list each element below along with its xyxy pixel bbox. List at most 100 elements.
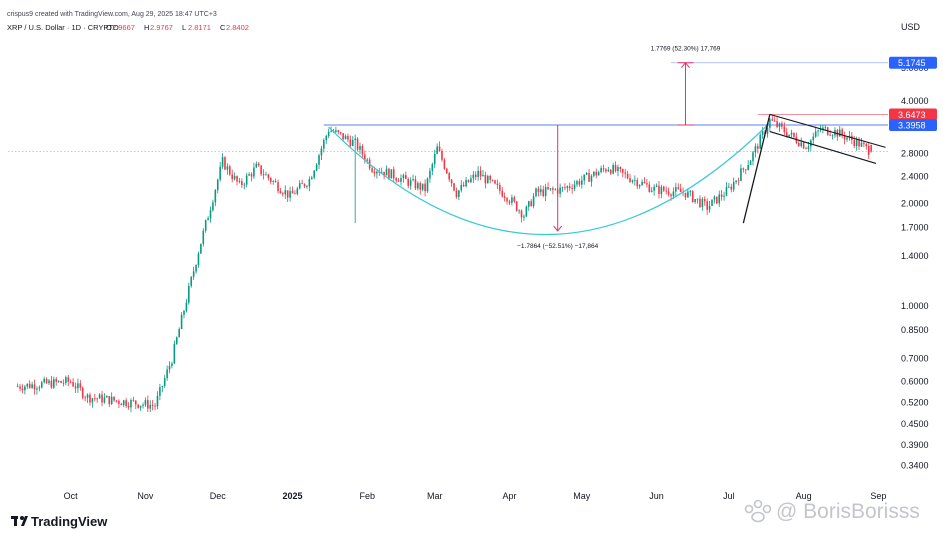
paw-icon: [744, 499, 772, 523]
candle: [713, 195, 716, 204]
watermark: @ BorisBorisss: [744, 499, 920, 523]
candle: [134, 400, 137, 410]
candle: [800, 137, 803, 148]
candle: [699, 195, 701, 209]
candle: [219, 161, 221, 182]
candle: [139, 405, 142, 411]
candle: [400, 174, 402, 186]
candle: [458, 190, 460, 201]
candle: [397, 177, 400, 183]
candle: [805, 146, 807, 150]
candle: [578, 178, 581, 187]
candle: [778, 122, 781, 132]
candle: [118, 399, 120, 408]
candle: [424, 179, 426, 197]
candle: [57, 380, 60, 383]
ohlc-value: 2.9767: [150, 23, 173, 32]
candle: [320, 145, 323, 160]
candle: [573, 180, 576, 192]
tradingview-logo[interactable]: TradingView: [11, 514, 108, 529]
candle: [274, 178, 277, 183]
candle: [257, 161, 260, 167]
candle: [279, 187, 282, 194]
candle: [339, 131, 342, 136]
candle: [38, 385, 41, 392]
candle: [588, 168, 590, 182]
candle: [313, 169, 315, 180]
price-tag-label: 5.1745: [898, 58, 926, 68]
candle: [86, 393, 89, 403]
candle: [658, 180, 660, 199]
ohlc-label: O: [106, 23, 112, 32]
candle: [412, 174, 414, 182]
candle: [65, 375, 67, 386]
price-axis[interactable]: 5.00004.00002.80002.40002.00001.70001.40…: [889, 56, 937, 471]
tv-logo-icon: [11, 516, 28, 526]
candle: [48, 378, 50, 385]
candle: [229, 164, 231, 177]
candle: [865, 142, 868, 150]
candle: [696, 198, 699, 204]
candle: [740, 164, 742, 182]
candle: [371, 165, 373, 173]
y-tick-label: 0.8500: [901, 325, 929, 335]
candle: [817, 129, 819, 137]
candle: [125, 397, 127, 409]
candle: [26, 383, 29, 390]
candle: [718, 190, 721, 207]
time-axis[interactable]: Oct Nov Dec 2025 Feb Mar Apr May Jun Jul Aug Sep: [64, 491, 887, 501]
candle: [646, 178, 648, 188]
candle: [204, 219, 207, 233]
candle: [342, 133, 344, 142]
candle: [665, 186, 667, 195]
x-tick-label: Mar: [427, 491, 443, 501]
candle: [33, 379, 36, 395]
candle: [159, 383, 161, 401]
candle: [267, 173, 270, 181]
depth-measure-arrow: [553, 125, 563, 232]
candlestick-series: [16, 115, 872, 413]
candle: [581, 175, 583, 189]
candle: [602, 164, 605, 173]
candle: [460, 180, 463, 193]
x-tick-label: 2025: [282, 491, 302, 501]
candle: [814, 126, 817, 138]
candle: [667, 187, 670, 197]
candle: [175, 336, 178, 345]
candle: [325, 134, 328, 145]
candle: [306, 184, 308, 189]
candle: [802, 141, 805, 149]
candle: [286, 190, 289, 203]
candle: [552, 186, 554, 195]
candle: [243, 182, 246, 190]
candle: [634, 175, 636, 186]
candle: [195, 264, 197, 274]
ohlc-value: 2.9667: [112, 23, 135, 32]
candle: [706, 198, 708, 215]
symbol-title[interactable]: XRP / U.S. Dollar · 1D · CRYPTO: [7, 23, 119, 32]
candle: [445, 167, 448, 174]
candle: [163, 374, 166, 389]
candle: [69, 379, 72, 384]
candle: [161, 385, 164, 393]
candle: [55, 377, 58, 386]
candle: [638, 184, 641, 189]
candle: [679, 183, 682, 193]
candle: [479, 166, 482, 181]
candle: [747, 160, 749, 171]
candle: [477, 166, 479, 181]
candle: [72, 378, 74, 388]
candle: [407, 177, 410, 189]
candle: [455, 187, 458, 199]
candle: [725, 182, 728, 197]
y-tick-label: 2.0000: [901, 198, 929, 208]
candle: [609, 168, 612, 175]
symbol-row: XRP / U.S. Dollar · 1D · CRYPTO O 2.9667 H…: [7, 23, 249, 32]
candle: [617, 164, 619, 177]
candle: [253, 162, 255, 179]
candle: [631, 179, 634, 184]
candle: [142, 402, 144, 409]
candle: [860, 137, 863, 148]
y-tick-label: 0.3400: [901, 460, 929, 470]
